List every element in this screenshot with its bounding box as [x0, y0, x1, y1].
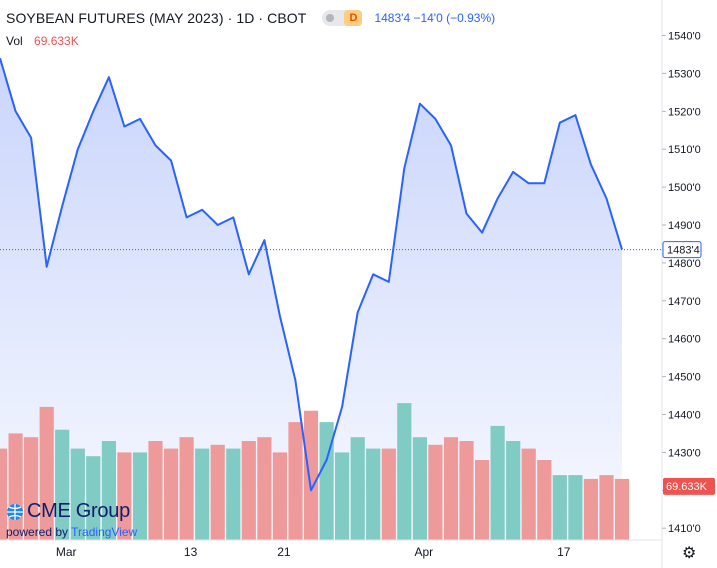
volume-bar: [397, 403, 412, 540]
volume-bar: [614, 478, 630, 540]
time-tick-label: 21: [277, 545, 291, 559]
price-tick-label: 1500'0: [668, 182, 701, 194]
price-tick-label: 1450'0: [668, 372, 701, 384]
volume-bar: [412, 437, 427, 540]
volume-bar: [288, 422, 303, 540]
volume-bar: [459, 441, 474, 540]
volume-bar: [179, 437, 194, 540]
volume-bar: [335, 452, 350, 540]
volume-bar: [226, 448, 241, 540]
time-tick-label: 13: [184, 545, 198, 559]
volume-bar: [537, 460, 552, 540]
volume-bar: [428, 444, 443, 540]
volume-bar: [443, 437, 459, 540]
volume-bar: [366, 448, 381, 540]
symbol-title: SOYBEAN FUTURES (MAY 2023) · 1D · CBOT: [6, 10, 307, 26]
last-price-label-box: [662, 241, 702, 259]
cme-globe-icon: [7, 503, 23, 520]
volume-bar: [319, 422, 334, 540]
volume-bar: [568, 475, 583, 540]
price-tick-label: 1480'0: [668, 258, 701, 270]
volume-bar: [303, 410, 319, 540]
price-line: [0, 57, 623, 492]
price-tick-label: 1470'0: [668, 296, 701, 308]
volume-bar: [132, 452, 148, 540]
volume-bar: [195, 448, 210, 540]
volume-bar: [350, 437, 365, 540]
cme-tradingview-logo[interactable]: CME Group powered by TradingView: [6, 500, 137, 539]
price-tick-label: 1540'0: [668, 31, 701, 43]
volume-bar: [210, 444, 225, 540]
price-tick-label: 1440'0: [668, 410, 701, 422]
volume-bar: [381, 448, 396, 540]
volume-bar: [86, 456, 101, 540]
toggle-dot-icon: [326, 14, 335, 22]
price-tick-label: 1460'0: [668, 334, 701, 346]
volume-bar: [599, 475, 614, 540]
price-tick-label: 1530'0: [668, 68, 701, 80]
volume-legend[interactable]: Vol 69.633K: [6, 34, 79, 48]
gear-icon[interactable]: ⚙: [682, 545, 697, 562]
volume-bar: [70, 448, 85, 540]
volume-bar: [101, 441, 116, 540]
time-tick-label: 17: [557, 545, 571, 559]
tradingview-name: TradingView: [71, 525, 138, 539]
volume-bar: [241, 441, 256, 540]
volume-bar: [490, 425, 505, 540]
volume-bar: [552, 475, 567, 540]
volume-value: 69.633K: [34, 34, 79, 48]
price-tick-label: 1520'0: [668, 106, 701, 118]
last-quote: 1483'4 −14'0 (−0.93%): [374, 11, 496, 25]
price-tick-label: 1510'0: [668, 144, 701, 156]
volume-bar: [521, 448, 536, 540]
price-tick-label: 1410'0: [668, 523, 701, 535]
visibility-toggle[interactable]: D: [322, 10, 363, 26]
chart-header: SOYBEAN FUTURES (MAY 2023) · 1D · CBOT D…: [6, 8, 495, 28]
volume-bar: [506, 441, 521, 540]
volume-bar: [257, 437, 272, 540]
volume-bar: [583, 478, 598, 540]
volume-bar: [164, 448, 179, 540]
price-tick-label: 1430'0: [668, 447, 701, 459]
volume-bar: [148, 441, 163, 540]
powered-prefix: powered by: [6, 525, 69, 539]
volume-bar: [475, 460, 490, 540]
time-tick-label: Mar: [56, 545, 77, 559]
volume-bar: [55, 429, 70, 540]
volume-bar: [272, 452, 287, 540]
volume-bar: [39, 406, 54, 540]
volume-bar: [0, 448, 8, 540]
volume-bar: [24, 437, 39, 540]
delay-badge: D: [344, 10, 363, 26]
brand-name: CME Group: [27, 500, 130, 522]
volume-label: Vol: [6, 34, 23, 48]
volume-label-box: [663, 477, 715, 495]
last-price-label: 1483'4: [667, 245, 700, 257]
time-tick-label: Apr: [415, 545, 434, 559]
price-tick-label: 1490'0: [668, 220, 701, 232]
price-area-fill: [0, 58, 622, 541]
volume-bar: [117, 452, 132, 540]
volume-label-value: 69.633K: [666, 481, 708, 493]
